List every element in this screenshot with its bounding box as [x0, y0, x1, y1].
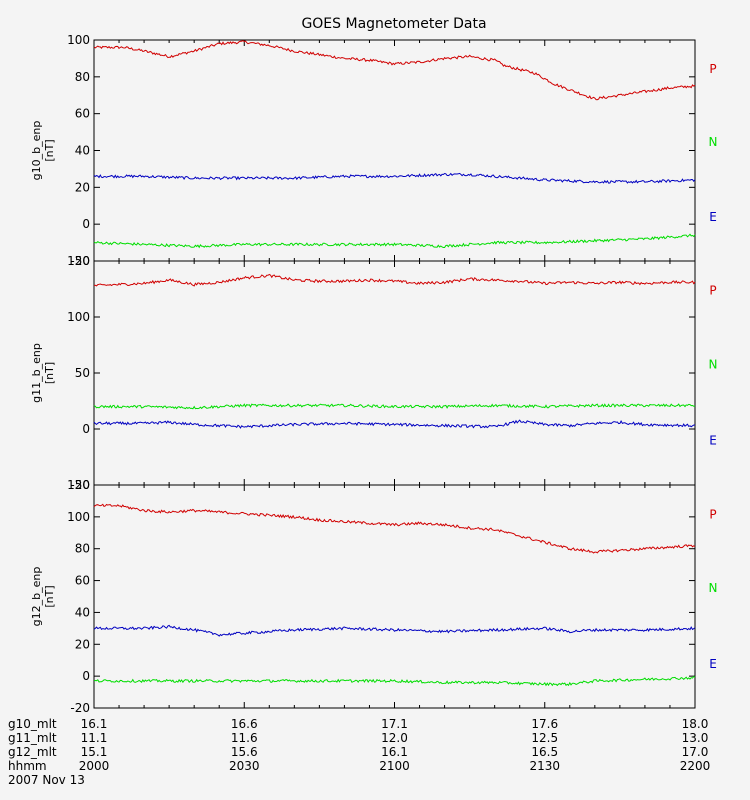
x-tick-label: 17.1 [381, 717, 408, 731]
panel-1: -20 0 20 40 60 80 100 g10_b_enp [nT] P N E [30, 33, 717, 268]
y-axis-label: g10_b_enp [30, 121, 43, 181]
y-tick-label: 100 [67, 310, 90, 324]
x-tick-label: 2200 [680, 759, 711, 773]
series-line-E [93, 624, 696, 637]
panel-frame [93, 484, 696, 709]
legend-E: E [709, 434, 717, 448]
series-line-E [93, 172, 696, 184]
x-tick-label: 17.6 [531, 717, 558, 731]
panel-2: -50 0 50 100 150 g11_b_enp [nT] P N E [30, 254, 717, 492]
legend-P: P [709, 507, 716, 521]
y-tick-label: 40 [75, 605, 90, 619]
x-tick-label: 15.1 [81, 745, 108, 759]
x-tick-label: 11.6 [231, 731, 258, 745]
x-tick-label: 16.5 [531, 745, 558, 759]
x-row-label: hhmm [8, 759, 47, 773]
y-tick-label: 80 [75, 70, 90, 84]
y-tick-label: 0 [82, 669, 90, 683]
x-tick-label: 2100 [379, 759, 410, 773]
series-line-P [93, 273, 696, 287]
series-line-E [93, 419, 696, 429]
x-tick-label: 12.5 [531, 731, 558, 745]
series-line-N [93, 233, 696, 249]
y-tick-label: 120 [67, 478, 90, 492]
x-tick-label: 12.0 [381, 731, 408, 745]
series-line-P [93, 40, 696, 101]
x-tick-label: 11.1 [81, 731, 108, 745]
y-tick-label: 20 [75, 180, 90, 194]
x-tick-label: 2130 [529, 759, 560, 773]
x-tick-label: 2000 [79, 759, 110, 773]
y-tick-label: 150 [67, 254, 90, 268]
x-tick-label: 18.0 [682, 717, 709, 731]
y-tick-label: 50 [75, 366, 90, 380]
y-tick-label: 20 [75, 637, 90, 651]
legend-P: P [709, 284, 716, 298]
y-axis-unit: [nT] [43, 139, 56, 161]
y-tick-label: 80 [75, 542, 90, 556]
y-tick-label: 60 [75, 574, 90, 588]
x-row-label: g11_mlt [8, 731, 57, 745]
chart-title: GOES Magnetometer Data [301, 16, 486, 32]
legend-E: E [709, 657, 717, 671]
x-tick-label: 2030 [229, 759, 260, 773]
legend-P: P [709, 62, 716, 76]
x-tick-label: 16.6 [231, 717, 258, 731]
y-tick-label: 100 [67, 33, 90, 47]
panel-frame [93, 39, 696, 262]
x-tick-label: 13.0 [682, 731, 709, 745]
y-tick-label: 60 [75, 107, 90, 121]
legend-N: N [709, 135, 718, 149]
series-line-N [93, 403, 696, 410]
y-tick-label: 40 [75, 144, 90, 158]
x-tick-label: 16.1 [381, 745, 408, 759]
x-axis-labels: g10_mlt 16.1 16.6 17.1 17.6 18.0 g11_mlt 11.1 11… [8, 717, 710, 787]
x-tick-label: 15.6 [231, 745, 258, 759]
y-tick-label: 100 [67, 510, 90, 524]
series-line-P [93, 503, 696, 554]
x-row-label: g12_mlt [8, 745, 57, 759]
y-axis-unit: [nT] [43, 362, 56, 384]
panel-3: -20 0 20 40 60 80 100 120 g12_b_enp [nT] P N E [30, 478, 717, 715]
y-axis-label: g12_b_enp [30, 567, 43, 627]
y-tick-label: 0 [82, 217, 90, 231]
legend-E: E [709, 210, 717, 224]
series-line-N [93, 676, 696, 687]
y-tick-label: -20 [70, 254, 90, 268]
panel-frame [93, 260, 696, 486]
y-tick-label: -20 [70, 701, 90, 715]
x-tick-label: 17.0 [682, 745, 709, 759]
x-row-label: g10_mlt [8, 717, 57, 731]
legend-N: N [709, 358, 718, 372]
y-tick-label: -50 [70, 478, 90, 492]
x-tick-label: 16.1 [81, 717, 108, 731]
y-tick-label: 0 [82, 422, 90, 436]
y-axis-unit: [nT] [43, 585, 56, 607]
legend-N: N [709, 581, 718, 595]
y-axis-label: g11_b_enp [30, 343, 43, 403]
date-label: 2007 Nov 13 [8, 773, 85, 787]
